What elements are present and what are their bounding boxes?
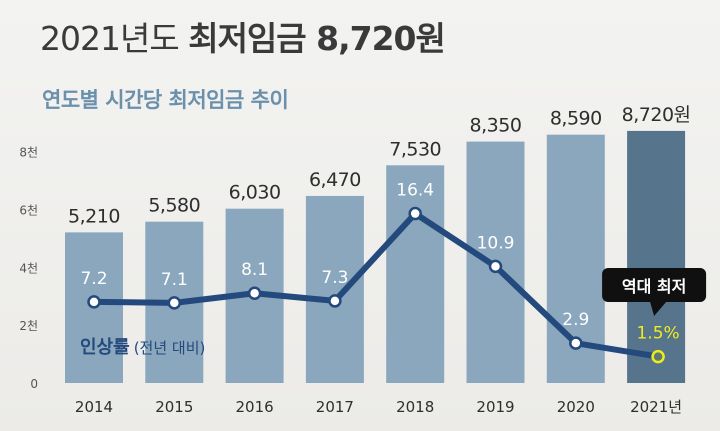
rate-point [328, 294, 342, 308]
x-tick-label: 2017 [316, 398, 354, 416]
rate-point [488, 259, 503, 274]
x-tick-label: 2014 [75, 398, 113, 416]
title-prefix: 2021년도 [40, 19, 180, 58]
bar-value-label: 7,530 [389, 138, 441, 160]
rate-value-label: 10.9 [477, 233, 515, 253]
bar-2021년 [627, 130, 686, 383]
y-tick-label: 2천 [19, 318, 38, 333]
callout-bubble [602, 268, 707, 316]
rate-point [569, 336, 583, 350]
bar-value-label: 8,590 [550, 108, 602, 130]
rate-point [408, 206, 422, 221]
rate-value-label: 8.1 [241, 260, 268, 280]
bar-value-label: 6,470 [309, 169, 361, 191]
rate-value-label: 16.4 [396, 181, 434, 201]
x-tick-label: 2016 [236, 398, 274, 416]
chart-subtitle: 연도별 시간당 최저임금 추이 [42, 88, 289, 112]
y-tick-label: 6천 [19, 203, 38, 218]
rate-point [651, 349, 665, 364]
rate-point [247, 286, 262, 300]
rate-value-label: 1.5% [636, 324, 679, 344]
rate-line [91, 210, 662, 360]
bar-2018 [386, 165, 445, 383]
y-tick-label: 4천 [19, 260, 38, 275]
bar-value-label: 6,030 [229, 182, 281, 204]
x-tick-label: 2019 [476, 398, 514, 416]
rate-value-label: 2.9 [562, 310, 589, 330]
rate-point [87, 295, 101, 309]
title-main: 최저임금 8,720원 [188, 19, 446, 58]
rate-value-label: 7.2 [80, 269, 107, 289]
y-tick-label: 8천 [19, 145, 38, 160]
rate-value-label: 7.3 [321, 268, 348, 288]
x-tick-label: 2015 [155, 398, 193, 416]
bar-2017 [305, 195, 364, 383]
rate-value-label: 7.1 [161, 270, 188, 290]
rate-point [167, 296, 182, 310]
rate-series-label: 인상률 (전년 대비) [80, 337, 205, 358]
bar-value-label: 5,210 [68, 205, 120, 227]
chart-title: 2021년도 최저임금 8,720원 [40, 12, 446, 60]
bar-value-label: 8,720원 [622, 104, 691, 126]
x-tick-label: 2020 [557, 398, 595, 416]
y-tick-label: 0 [30, 377, 38, 391]
callout-text: 역대 최저 [622, 277, 686, 296]
x-tick-label: 2018 [396, 398, 434, 416]
bar-value-label: 8,350 [470, 115, 522, 137]
x-tick-label: 2021년 [630, 398, 682, 416]
bar-value-label: 5,580 [148, 195, 200, 217]
